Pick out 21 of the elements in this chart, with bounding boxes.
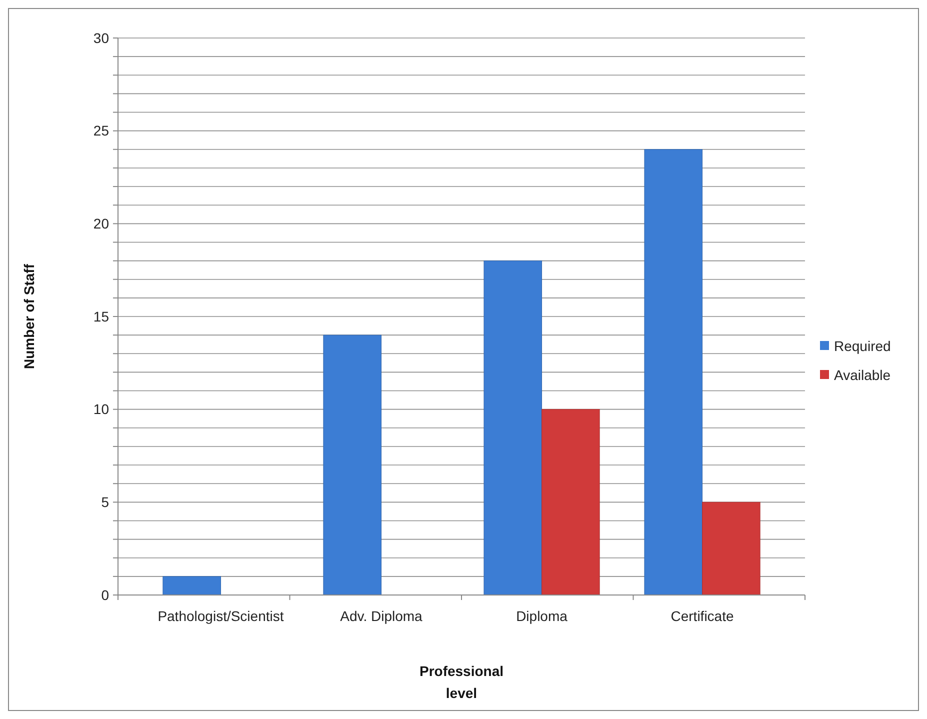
y-tick-label: 30	[93, 30, 110, 46]
bar	[323, 334, 382, 596]
x-tick-label: Certificate	[670, 608, 734, 624]
legend-label: Required	[834, 338, 891, 354]
y-tick-label: 5	[101, 494, 110, 510]
bar	[542, 409, 600, 596]
y-tick-label: 0	[101, 586, 110, 603]
y-tick-label: 10	[93, 401, 110, 418]
x-tick-label: Adv. Diploma	[340, 608, 423, 624]
y-axis-title: Number of Staff	[21, 264, 37, 369]
bar	[484, 260, 542, 596]
legend-label: Available	[834, 366, 891, 383]
x-tick-label: Diploma	[516, 608, 568, 624]
y-tick-label: 20	[93, 216, 110, 232]
x-axis-title: Professional level	[419, 663, 504, 701]
bar	[162, 576, 221, 596]
y-tick-label: 25	[93, 122, 110, 139]
bar	[702, 502, 760, 596]
y-tick-label: 15	[93, 308, 110, 324]
bar	[644, 149, 703, 596]
x-tick-label: Pathologist/Scientist	[158, 608, 284, 624]
